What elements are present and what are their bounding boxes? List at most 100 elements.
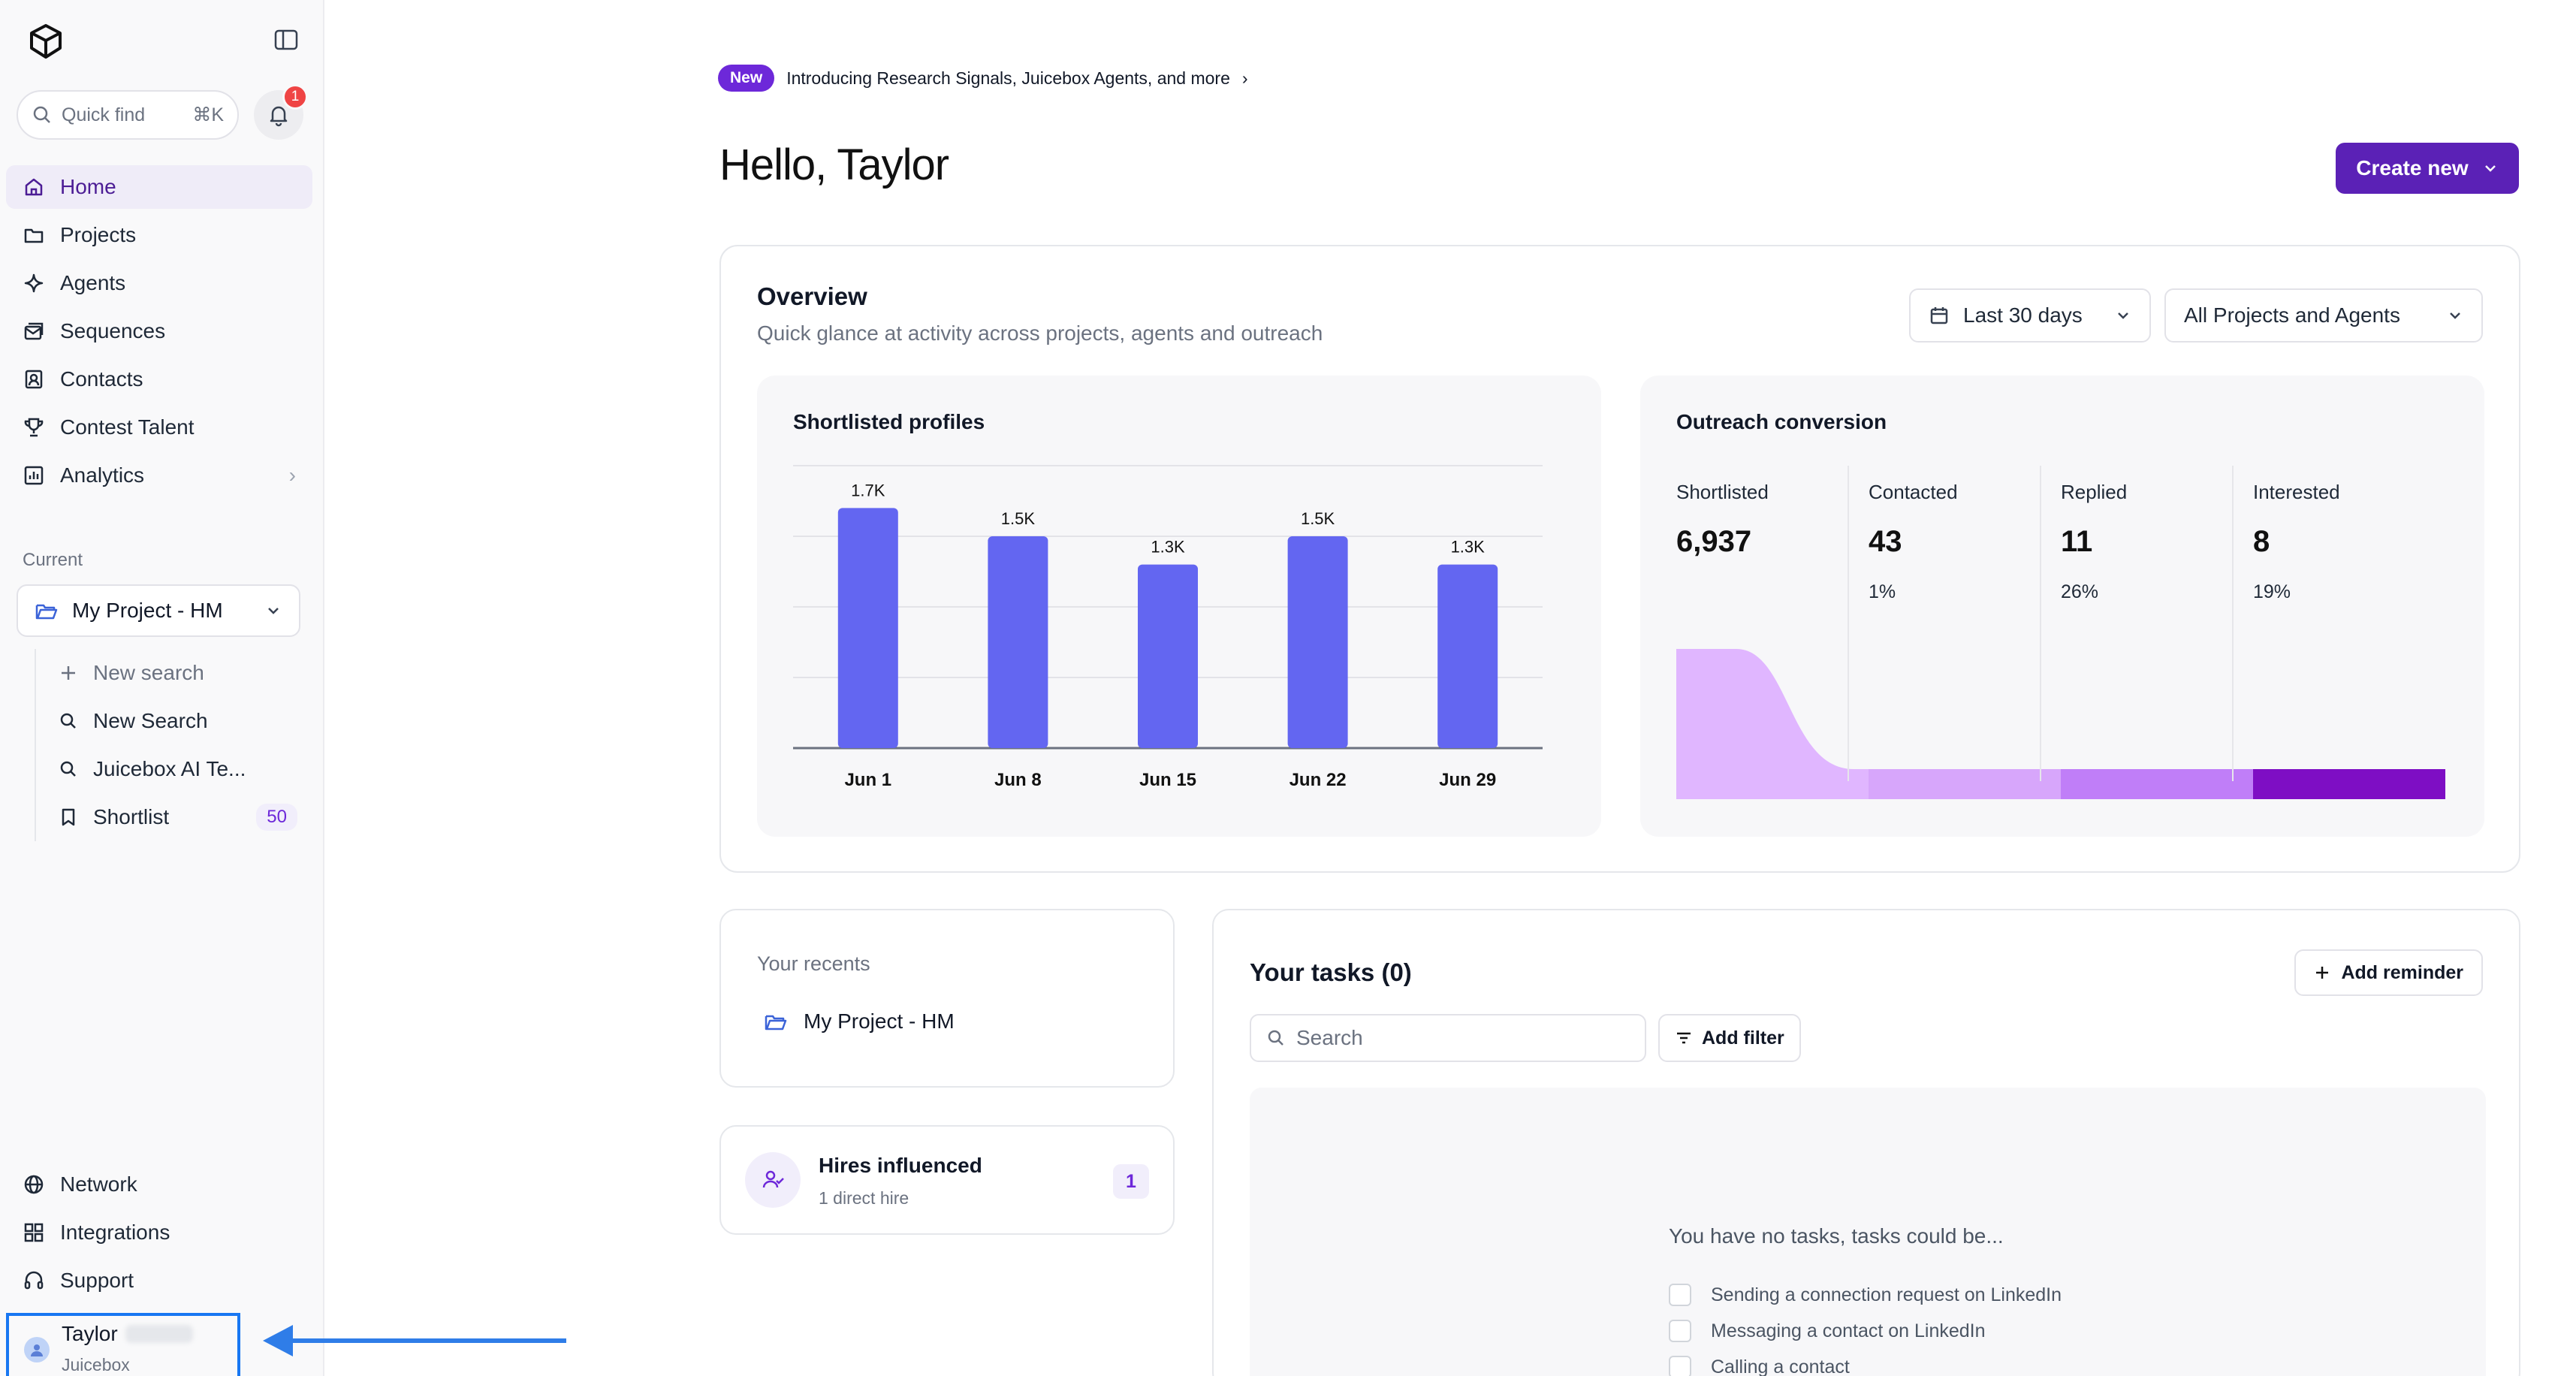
data-label: 1.7K bbox=[851, 481, 885, 499]
add-reminder-label: Add reminder bbox=[2341, 961, 2463, 983]
stage-percent: 26% bbox=[2061, 581, 2099, 602]
stage-percent: 1% bbox=[1869, 581, 1896, 602]
data-label: 1.5K bbox=[1001, 509, 1036, 528]
tasks-empty-state: You have no tasks, tasks could be... Sen… bbox=[1250, 1088, 2486, 1376]
home-icon bbox=[25, 178, 43, 196]
nav-item-network[interactable]: Network bbox=[6, 1163, 312, 1206]
funnel-segment bbox=[2253, 769, 2445, 799]
tasks-search-placeholder: Search bbox=[1296, 1026, 1363, 1049]
funnel-segment bbox=[1869, 769, 2061, 799]
funnel-segment bbox=[2061, 769, 2253, 799]
search-icon bbox=[1268, 1030, 1283, 1046]
new-search-action[interactable]: New search bbox=[59, 649, 305, 697]
add-reminder-button[interactable]: Add reminder bbox=[2294, 949, 2483, 996]
stage-percent: 19% bbox=[2253, 581, 2291, 602]
project-select-value: My Project - HM bbox=[72, 599, 223, 622]
user-menu-button[interactable]: Taylor Juicebox bbox=[6, 1313, 240, 1376]
checkbox[interactable] bbox=[1669, 1320, 1691, 1342]
recents-card: Your recents My Project - HM bbox=[719, 909, 1175, 1088]
shortlist-count-badge: 50 bbox=[256, 804, 297, 831]
bottom-nav: Network Integrations Support bbox=[6, 1163, 312, 1307]
tasks-panel: Your tasks (0) Add reminder Search Add f… bbox=[1212, 909, 2520, 1376]
stage-divider bbox=[2232, 466, 2234, 781]
scope-select[interactable]: All Projects and Agents bbox=[2164, 288, 2483, 342]
nav-item-support[interactable]: Support bbox=[6, 1259, 312, 1302]
funnel-stage-shortlisted: Shortlisted 6,937 bbox=[1657, 466, 1849, 804]
logo-icon[interactable] bbox=[27, 23, 65, 60]
search-icon bbox=[33, 106, 50, 123]
bar bbox=[1437, 564, 1498, 748]
quick-find-button[interactable]: Quick find ⌘K bbox=[17, 90, 239, 140]
sub-item-juicebox-search[interactable]: Juicebox AI Te... bbox=[59, 745, 305, 793]
sub-item-shortlist[interactable]: Shortlist 50 bbox=[59, 793, 305, 841]
stage-label: Replied bbox=[2061, 481, 2128, 503]
user-check-icon bbox=[762, 1170, 784, 1188]
page-title: Hello, Taylor bbox=[719, 140, 949, 189]
nav-item-label: Support bbox=[60, 1269, 134, 1292]
project-select[interactable]: My Project - HM bbox=[17, 584, 300, 637]
nav-item-label: Home bbox=[60, 175, 116, 198]
overview-subtitle: Quick glance at activity across projects… bbox=[757, 321, 1323, 345]
scope-value: All Projects and Agents bbox=[2184, 303, 2400, 327]
nav-item-label: Contest Talent bbox=[60, 415, 195, 439]
chevron-down-icon bbox=[2118, 312, 2128, 319]
stage-label: Shortlisted bbox=[1676, 481, 1769, 503]
task-suggestions: Sending a connection request on LinkedIn… bbox=[1669, 1277, 2062, 1376]
trophy-icon bbox=[24, 418, 44, 437]
checkbox[interactable] bbox=[1669, 1284, 1691, 1306]
stage-divider bbox=[1848, 466, 1849, 781]
user-org: Juicebox bbox=[62, 1355, 130, 1374]
chart-title: Shortlisted profiles bbox=[793, 410, 985, 433]
stage-divider bbox=[2040, 466, 2041, 781]
create-new-button[interactable]: Create new bbox=[2336, 143, 2519, 194]
sidebar: Quick find ⌘K 1 Home Projects Agents Seq… bbox=[0, 0, 324, 1376]
suggestion-text: Calling a contact bbox=[1711, 1356, 1850, 1376]
nav-item-contest-talent[interactable]: Contest Talent bbox=[6, 406, 312, 449]
search-icon bbox=[60, 761, 76, 777]
sub-item-label: New Search bbox=[93, 709, 208, 732]
nav-item-agents[interactable]: Agents bbox=[6, 261, 312, 305]
folder-open-icon bbox=[765, 1015, 787, 1030]
nav-item-contacts[interactable]: Contacts bbox=[6, 358, 312, 401]
folder-icon bbox=[24, 228, 44, 243]
avatar bbox=[24, 1337, 50, 1362]
shortlisted-bar-chart: 1.7K Jun 1 1.5K Jun 8 1.3K Jun 15 1.5K Jun 22 1.… bbox=[793, 465, 1543, 790]
new-badge: New bbox=[718, 65, 775, 92]
mail-stack-icon bbox=[24, 322, 44, 340]
nav-item-integrations[interactable]: Integrations bbox=[6, 1211, 312, 1254]
tasks-search-input[interactable]: Search bbox=[1250, 1014, 1646, 1062]
chart-title: Outreach conversion bbox=[1676, 410, 1887, 433]
stage-value: 6,937 bbox=[1676, 525, 1752, 558]
overview-panel: Overview Quick glance at activity across… bbox=[719, 245, 2520, 873]
chevron-right-icon: › bbox=[288, 463, 296, 487]
bar bbox=[1287, 536, 1348, 748]
recent-item[interactable]: My Project - HM bbox=[763, 1009, 955, 1034]
bar bbox=[837, 508, 898, 748]
nav-item-projects[interactable]: Projects bbox=[6, 213, 312, 257]
create-new-label: Create new bbox=[2356, 156, 2469, 180]
checkbox[interactable] bbox=[1669, 1356, 1691, 1376]
announcement-banner[interactable]: New Introducing Research Signals, Juiceb… bbox=[718, 65, 1248, 92]
outreach-card: Outreach conversion Shortlisted 6,937 Co… bbox=[1640, 376, 2484, 837]
funnel-stage-replied: Replied 11 26% bbox=[2041, 466, 2234, 804]
date-range-select[interactable]: Last 30 days bbox=[1909, 288, 2151, 342]
nav-item-sequences[interactable]: Sequences bbox=[6, 309, 312, 353]
notifications-button[interactable]: 1 bbox=[254, 84, 308, 140]
contact-icon bbox=[25, 370, 43, 389]
hires-influenced-card[interactable]: Hires influenced 1 direct hire 1 bbox=[719, 1125, 1175, 1235]
add-filter-button[interactable]: Add filter bbox=[1658, 1014, 1801, 1062]
chevron-down-icon bbox=[268, 608, 279, 614]
sub-item-new-search[interactable]: New Search bbox=[59, 697, 305, 745]
nav-item-analytics[interactable]: Analytics › bbox=[6, 454, 312, 497]
suggestion-text: Messaging a contact on LinkedIn bbox=[1711, 1320, 1986, 1341]
hires-title: Hires influenced bbox=[819, 1154, 982, 1177]
x-tick-label: Jun 8 bbox=[994, 770, 1042, 790]
nav-item-home[interactable]: Home bbox=[6, 165, 312, 209]
sidebar-collapse-icon[interactable] bbox=[273, 27, 299, 53]
funnel-stage-interested: Interested 8 19% bbox=[2234, 481, 2426, 804]
overview-title: Overview bbox=[757, 282, 867, 310]
empty-heading: You have no tasks, tasks could be... bbox=[1669, 1224, 2004, 1248]
main-nav: Home Projects Agents Sequences Contacts … bbox=[6, 165, 312, 502]
quick-find-shortcut: ⌘K bbox=[192, 104, 224, 125]
nav-item-label: Contacts bbox=[60, 367, 143, 391]
